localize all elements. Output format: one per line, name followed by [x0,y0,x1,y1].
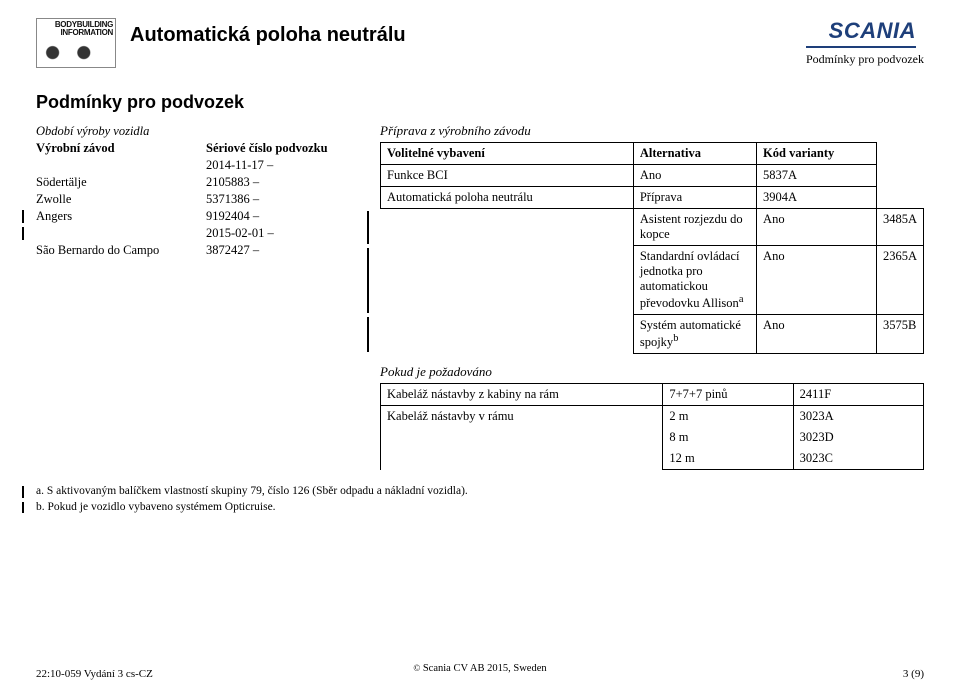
table-row: Funkce BCI Ano 5837A [381,165,924,187]
plant-cell: Angers [36,208,206,225]
prep-title: Příprava z výrobního závodu [380,123,924,139]
serial-cell: 2105883 – [206,174,356,191]
header-right-sub: Podmínky pro podvozek [806,52,924,67]
doc-title: Automatická poloha neutrálu [130,24,406,47]
plant-label: Výrobní závod [36,140,206,157]
scania-logo: SCANIA [806,18,916,48]
table-row: Asistent rozjezdu do kopce Ano 3485A [381,209,924,246]
table-row: Standardní ovládací jednotka pro automat… [381,246,924,315]
serial-cell: 9192404 – [206,208,356,225]
cell: 2411F [793,384,923,406]
table-row: Automatická poloha neutrálu Příprava 390… [381,187,924,209]
table-row: Kabeláž nástavby v rámu 2 m 3023A [381,406,924,428]
left-row: São Bernardo do Campo 3872427 – [36,242,356,259]
page: BODYBUILDING INFORMATION Automatická pol… [0,0,960,690]
footnote-b: b. Pokud je vozidlo vybaveno systémem Op… [36,500,924,516]
left-row: 2015-02-01 – [36,225,356,242]
cell: Kabeláž nástavby v rámu [381,406,663,470]
cell-text: Systém automatické spojky [640,318,741,349]
copyright: © Scania CV AB 2015, Sweden [0,663,960,674]
plant-cell [36,157,206,174]
cell: Funkce BCI [381,165,634,187]
plant-cell: Södertälje [36,174,206,191]
cell: Standardní ovládací jednotka pro automat… [633,246,756,315]
table-row: Systém automatické spojkyb Ano 3575B [381,315,924,354]
cell: Ano [757,246,877,315]
plant-cell [36,225,206,242]
header: BODYBUILDING INFORMATION Automatická pol… [36,18,924,68]
header-left: BODYBUILDING INFORMATION Automatická pol… [36,18,406,68]
cell: 3023D [793,427,923,448]
req-table: Kabeláž nástavby z kabiny na rám 7+7+7 p… [380,383,924,470]
left-row: Angers 9192404 – [36,208,356,225]
th-alt: Alternativa [633,143,756,165]
serial-label: Sériové číslo podvozku [206,140,356,157]
cell: Automatická poloha neutrálu [381,187,634,209]
copyright-text: Scania CV AB 2015, Sweden [423,663,547,674]
content: Období výroby vozidla Výrobní závod Séri… [36,123,924,470]
cell: Kabeláž nástavby z kabiny na rám [381,384,663,406]
cell: Ano [757,315,877,354]
table-row: Kabeláž nástavby z kabiny na rám 7+7+7 p… [381,384,924,406]
cell: Příprava [633,187,756,209]
cell: 2 m [663,406,793,428]
empty-cell [206,123,356,140]
serial-cell: 5371386 – [206,191,356,208]
brand-underline [806,46,916,48]
sup-b: b [673,333,678,344]
left-header-row: Výrobní závod Sériové číslo podvozku [36,140,356,157]
cell: 12 m [663,448,793,470]
cell: 3904A [757,187,877,209]
plant-cell: São Bernardo do Campo [36,242,206,259]
serial-cell: 2015-02-01 – [206,225,356,242]
cell: Ano [633,165,756,187]
bodybuilding-logo: BODYBUILDING INFORMATION [36,18,116,68]
left-row: 2014-11-17 – [36,157,356,174]
cell: 3023A [793,406,923,428]
th-equipment: Volitelné vybavení [381,143,634,165]
footnote-a: a. S aktivovaným balíčkem vlastností sku… [36,484,924,500]
serial-cell: 2014-11-17 – [206,157,356,174]
equipment-table: Volitelné vybavení Alternativa Kód varia… [380,142,924,354]
logo-line2: INFORMATION [60,28,113,37]
plant-cell: Zwolle [36,191,206,208]
brand-text: SCANIA [806,18,916,44]
cell: 3023C [793,448,923,470]
sup-a: a [739,294,744,305]
left-table: Období výroby vozidla Výrobní závod Séri… [36,123,356,470]
period-label: Období výroby vozidla [36,123,206,140]
cell: 8 m [663,427,793,448]
logo-text: BODYBUILDING INFORMATION [55,21,113,37]
left-row: Zwolle 5371386 – [36,191,356,208]
section-heading: Podmínky pro podvozek [36,92,924,113]
header-right: SCANIA Podmínky pro podvozek [806,18,924,67]
serial-cell: 3872427 – [206,242,356,259]
th-code: Kód varianty [757,143,877,165]
cell: 7+7+7 pinů [663,384,793,406]
req-title: Pokud je požadováno [380,364,924,380]
cell: 3485A [876,209,923,246]
cell: 3575B [876,315,923,354]
cell-text: Standardní ovládací jednotka pro automat… [640,249,740,310]
footnotes: a. S aktivovaným balíčkem vlastností sku… [36,484,924,515]
cell: 5837A [757,165,877,187]
cell: Ano [757,209,877,246]
cell: Asistent rozjezdu do kopce [633,209,756,246]
table-header-row: Volitelné vybavení Alternativa Kód varia… [381,143,924,165]
left-row-period: Období výroby vozidla [36,123,356,140]
left-row: Södertälje 2105883 – [36,174,356,191]
cell: Systém automatické spojkyb [633,315,756,354]
right-block: Příprava z výrobního závodu Volitelné vy… [380,123,924,470]
cell: 2365A [876,246,923,315]
